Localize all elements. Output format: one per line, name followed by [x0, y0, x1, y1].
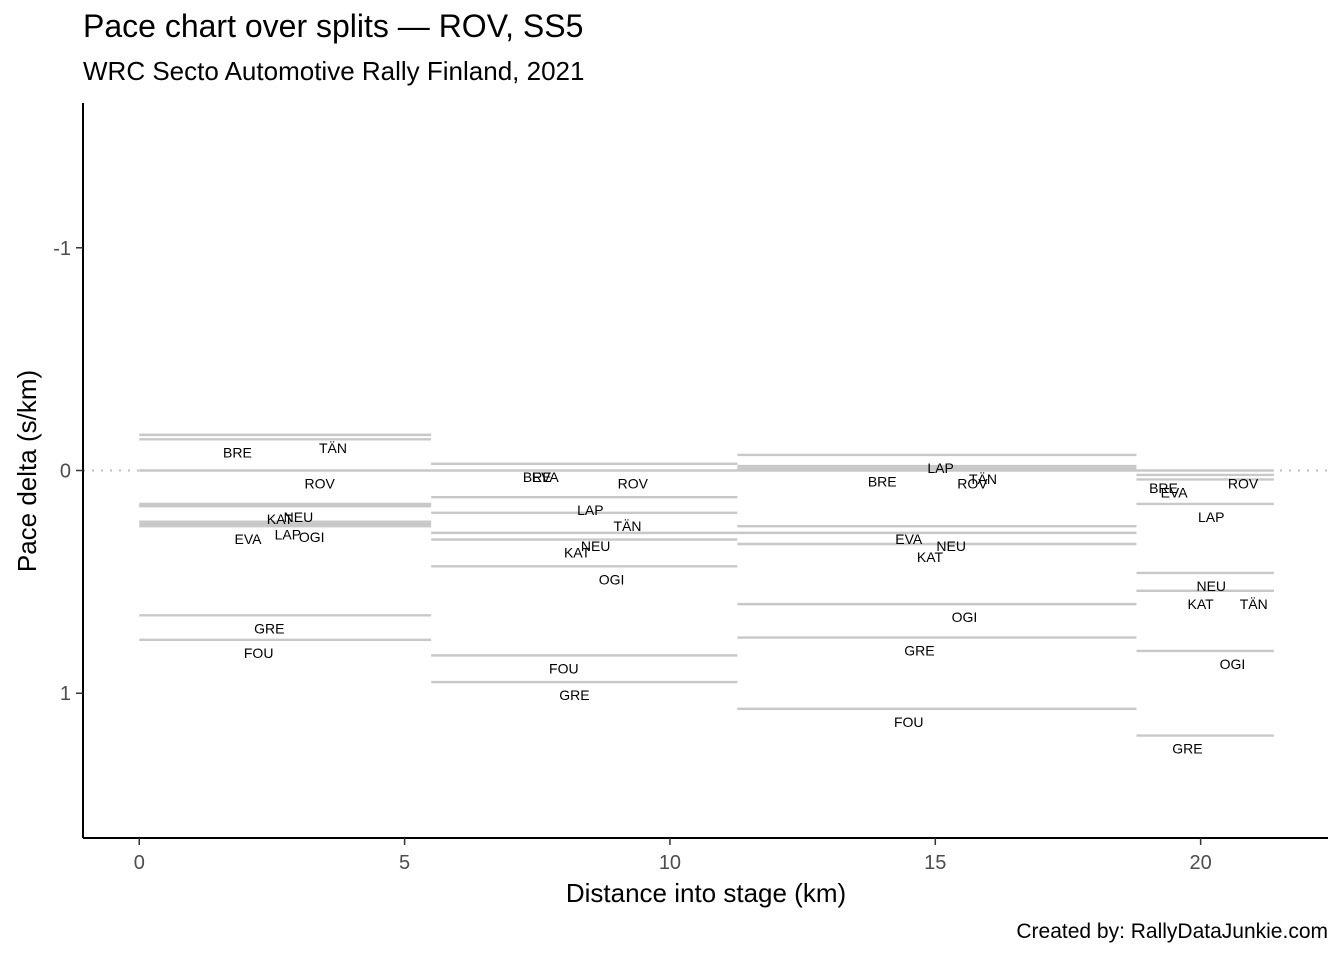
driver-label-rov-split-1: ROV: [305, 476, 336, 492]
driver-label-bre-split-1: BRE: [223, 444, 252, 460]
driver-label-lap-split-4: LAP: [1198, 509, 1224, 525]
driver-label-ogi-split-2: OGI: [599, 571, 625, 587]
x-tick-label: 10: [659, 852, 681, 874]
driver-label-eva-split-2: EVA: [532, 469, 560, 485]
driver-label-bre-split-4: BRE: [1149, 480, 1178, 496]
driver-label-kat-split-4: KAT: [1188, 596, 1215, 612]
driver-label-eva-split-3: EVA: [895, 531, 923, 547]
driver-label-neu-split-1: NEU: [284, 509, 314, 525]
driver-label-eva-split-1: EVA: [235, 531, 263, 547]
driver-label-gre-split-2: GRE: [559, 687, 589, 703]
driver-label-tän-split-1: TÄN: [319, 440, 347, 456]
driver-label-bre-split-3: BRE: [868, 473, 897, 489]
chart-caption: Created by: RallyDataJunkie.com: [1016, 920, 1328, 943]
x-tick-label: 20: [1190, 852, 1212, 874]
driver-label-neu-split-2: NEU: [581, 538, 611, 554]
driver-label-lap-split-3: LAP: [927, 460, 953, 476]
driver-label-tän-split-4: TÄN: [1240, 596, 1268, 612]
driver-label-neu-split-4: NEU: [1196, 578, 1226, 594]
driver-label-rov-split-4: ROV: [1228, 476, 1259, 492]
driver-label-lap-split-1: LAP: [275, 527, 301, 543]
driver-label-ogi-split-4: OGI: [1220, 656, 1246, 672]
x-tick-label: 15: [924, 852, 946, 874]
x-axis-ticks: 0 5 10 15 20: [134, 838, 1212, 874]
chart-title: Pace chart over splits — ROV, SS5: [83, 8, 584, 44]
driver-label-fou-split-2: FOU: [549, 660, 579, 676]
y-axis-title: Pace delta (s/km): [12, 370, 42, 572]
driver-label-tän-split-3: TÄN: [969, 471, 997, 487]
driver-label-rov-split-3: ROV: [957, 476, 988, 492]
driver-label-kat-split-3: KAT: [917, 549, 944, 565]
driver-label-lap-split-2: LAP: [577, 502, 603, 518]
driver-label-gre-split-3: GRE: [904, 643, 934, 659]
driver-label-ogi-split-1: OGI: [299, 529, 325, 545]
driver-label-eva-split-4: EVA: [1161, 484, 1189, 500]
driver-label-kat-split-1: KAT: [267, 511, 294, 527]
pace-segments-layer: [139, 433, 1274, 737]
chart-subtitle: WRC Secto Automotive Rally Finland, 2021: [83, 56, 585, 86]
driver-label-kat-split-2: KAT: [564, 545, 591, 561]
y-tick-label: 0: [60, 461, 71, 483]
y-tick-label: -1: [53, 238, 71, 260]
driver-label-fou-split-1: FOU: [244, 645, 274, 661]
driver-label-gre-split-4: GRE: [1172, 741, 1202, 757]
y-axis-ticks: -1 0 1: [53, 238, 83, 705]
driver-label-tän-split-2: TÄN: [613, 518, 641, 534]
x-tick-label: 5: [399, 852, 410, 874]
driver-label-fou-split-3: FOU: [894, 714, 924, 730]
driver-label-rov-split-2: ROV: [618, 476, 649, 492]
driver-label-bre-split-2: BRE: [523, 469, 552, 485]
driver-label-neu-split-3: NEU: [936, 538, 966, 554]
y-tick-label: 1: [60, 683, 71, 705]
driver-label-gre-split-1: GRE: [254, 620, 284, 636]
x-axis-title: Distance into stage (km): [566, 878, 846, 908]
driver-label-ogi-split-3: OGI: [952, 609, 978, 625]
x-tick-label: 0: [134, 852, 145, 874]
